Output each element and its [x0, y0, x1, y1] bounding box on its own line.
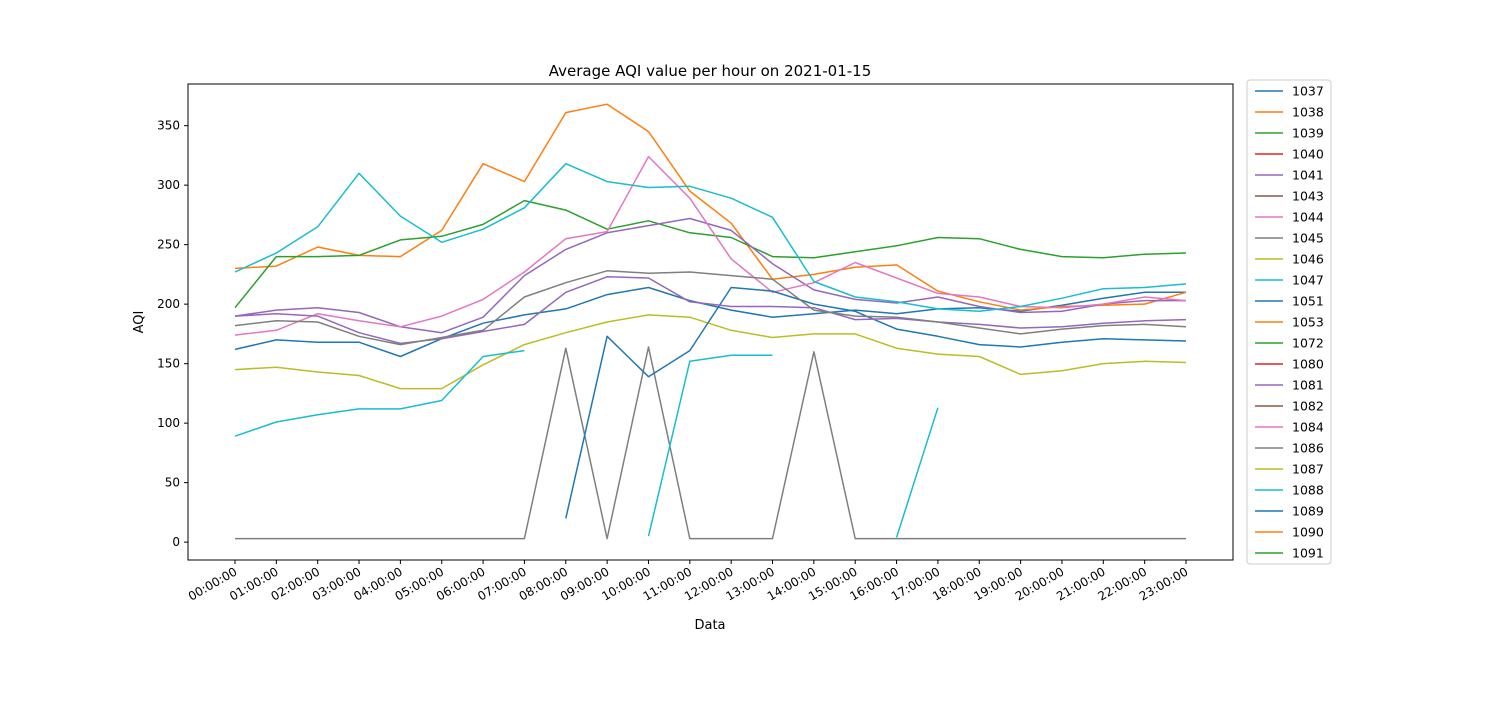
y-tick-label: 150 [157, 357, 180, 371]
legend-label-1090: 1090 [1292, 525, 1324, 540]
series-1046 [234, 314, 1187, 390]
series-line-1047 [234, 162, 1187, 313]
series-1038 [234, 103, 1187, 311]
series-line-1041 [234, 217, 1186, 334]
legend-label-1091: 1091 [1292, 546, 1324, 561]
series-line-1088 [234, 349, 525, 437]
legend-label-1041: 1041 [1292, 168, 1324, 183]
legend-label-1038: 1038 [1292, 105, 1324, 120]
series-1081 [234, 276, 1187, 345]
series-1047 [234, 162, 1187, 313]
legend-label-1080: 1080 [1292, 357, 1324, 372]
legend-label-1087: 1087 [1292, 462, 1324, 477]
series-line-1044 [234, 155, 1187, 336]
y-tick-label: 200 [157, 297, 180, 311]
legend-label-1051: 1051 [1292, 294, 1324, 309]
series-line-1088 [647, 354, 773, 537]
legend-label-1084: 1084 [1292, 420, 1324, 435]
legend-frame [1246, 79, 1332, 565]
series-line-1081 [234, 276, 1187, 345]
legend: 1037 1038 1039 1040 1041 1043 1044 1045 1046 1047… [1246, 79, 1332, 565]
legend-label-1039: 1039 [1292, 126, 1324, 141]
legend-label-1043: 1043 [1292, 189, 1324, 204]
x-axis-ticks: 00:00:0001:00:0002:00:0003:00:0004:00:00… [186, 560, 1191, 604]
series-1044 [234, 155, 1187, 336]
legend-label-1072: 1072 [1292, 336, 1324, 351]
legend-label-1040: 1040 [1292, 147, 1324, 162]
series-1045 [235, 346, 1186, 540]
series-line-1051 [565, 286, 1187, 519]
legend-label-1037: 1037 [1292, 84, 1324, 99]
y-axis-label: AQI [132, 311, 147, 334]
legend-label-1053: 1053 [1292, 315, 1324, 330]
series-1086 [234, 270, 1187, 346]
x-axis-label: Data [694, 618, 725, 633]
y-tick-label: 50 [165, 476, 180, 490]
y-axis-ticks: 0 50 100 150 200 250 300 350 [157, 119, 188, 549]
series-1041 [234, 217, 1186, 334]
series-1039 [234, 199, 1187, 309]
series-line-1037 [234, 286, 1186, 358]
y-tick-label: 250 [157, 238, 180, 252]
series-line-1045 [235, 346, 1186, 540]
series-layer [234, 103, 1187, 540]
series-1037 [234, 286, 1186, 358]
legend-label-1046: 1046 [1292, 252, 1324, 267]
series-line-1046 [234, 314, 1187, 390]
legend-label-1082: 1082 [1292, 399, 1324, 414]
legend-label-1045: 1045 [1292, 231, 1324, 246]
chart-title: Average AQI value per hour on 2021-01-15 [549, 62, 872, 80]
plot-area-frame [187, 83, 1234, 561]
series-line-1038 [234, 103, 1187, 311]
y-tick-label: 100 [157, 416, 180, 430]
series-line-1086 [234, 270, 1187, 346]
y-tick-label: 0 [172, 535, 180, 549]
legend-label-1089: 1089 [1292, 504, 1324, 519]
legend-label-1086: 1086 [1292, 441, 1324, 456]
legend-label-1047: 1047 [1292, 273, 1324, 288]
legend-label-1088: 1088 [1292, 483, 1324, 498]
series-1088 [234, 349, 939, 538]
y-tick-label: 350 [157, 119, 180, 133]
series-line-1039 [234, 199, 1187, 309]
series-1051 [565, 286, 1187, 519]
legend-label-1044: 1044 [1292, 210, 1324, 225]
series-line-1088 [895, 407, 939, 538]
legend-label-1081: 1081 [1292, 378, 1324, 393]
y-tick-label: 300 [157, 178, 180, 192]
